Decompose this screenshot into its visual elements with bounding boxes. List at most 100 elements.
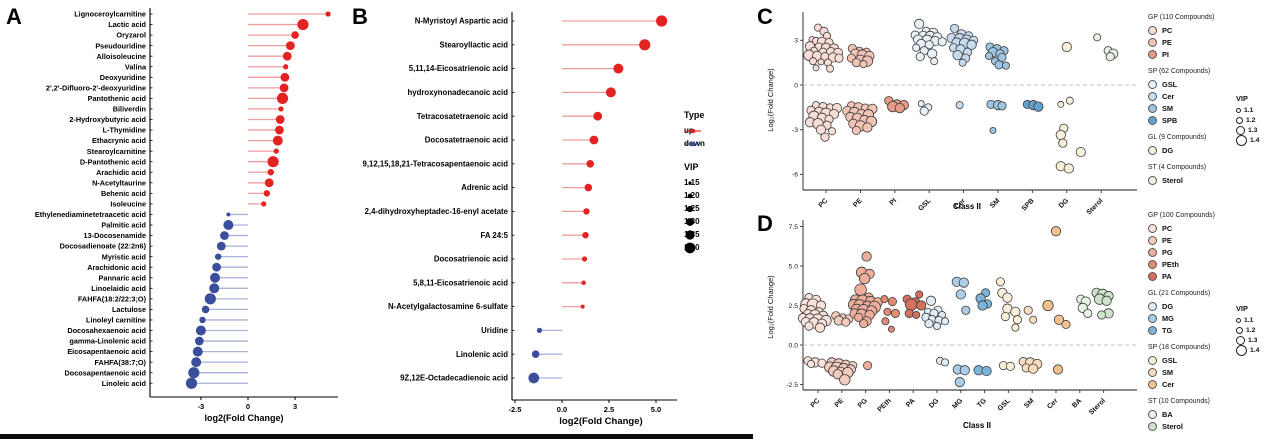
data-point — [915, 290, 924, 299]
y-tick-label: 2.5 — [789, 303, 799, 310]
compound-label: Stearoylcarnitine — [87, 147, 146, 156]
y-axis-title: Log₂(Fold Change) — [766, 68, 775, 132]
data-point — [226, 212, 231, 217]
legend-item: PI — [1148, 48, 1268, 60]
data-point — [1083, 308, 1093, 318]
legend-item: PG — [1148, 246, 1268, 258]
legend-vip-label: 1.15 — [684, 178, 700, 187]
data-point — [325, 11, 331, 17]
category-label: SM — [1023, 397, 1035, 409]
data-point — [204, 293, 216, 305]
compound-label: Uridine — [481, 326, 509, 335]
data-point — [275, 125, 284, 135]
down-marker-icon — [685, 141, 701, 146]
compound-label: Myristic acid — [102, 252, 146, 261]
category-label: PA — [905, 397, 916, 408]
data-point — [1065, 96, 1074, 105]
category-label: PG — [857, 397, 869, 409]
data-point — [1052, 364, 1064, 375]
legend-item: GSL — [1148, 354, 1268, 366]
data-point — [883, 307, 892, 316]
data-point — [264, 178, 274, 188]
data-point — [937, 37, 947, 47]
pe-swatch-icon — [1148, 235, 1157, 245]
dg-swatch-icon — [1148, 301, 1157, 311]
data-point — [261, 201, 267, 207]
legend-vip-item: 1.1 — [1236, 315, 1268, 325]
compound-label: hydroxynonadecanoic acid — [407, 88, 508, 97]
data-point — [981, 365, 992, 377]
data-point — [583, 208, 590, 215]
vip-dot-icon — [685, 229, 695, 240]
compound-label: Isoleucine — [110, 200, 146, 209]
compound-label: Pantothenic acid — [88, 94, 146, 103]
legend-vip-item: 1.1 — [1236, 105, 1268, 115]
compound-label: Ethylenediaminetetraacetic acid — [35, 210, 146, 219]
legend-item: MG — [1148, 312, 1268, 324]
data-point — [1053, 314, 1065, 325]
legend-item-label: PC — [1162, 25, 1173, 35]
data-point — [950, 23, 960, 33]
compound-label: Linoelaidic acid — [91, 284, 146, 293]
gsl-swatch-icon — [1148, 355, 1157, 365]
compound-label: Adrenic acid — [461, 183, 508, 192]
category-label: PI — [889, 197, 899, 207]
data-point — [283, 64, 289, 70]
legend-item-label: Cer — [1162, 379, 1175, 389]
data-point — [904, 298, 918, 311]
legend-group: GL (21 Compounds) DG MG TG — [1148, 290, 1268, 336]
data-point — [915, 52, 925, 62]
vip-ring-icon — [1236, 116, 1243, 124]
data-point — [1061, 41, 1072, 53]
data-point — [220, 231, 229, 240]
data-point — [914, 18, 925, 30]
data-point — [201, 305, 210, 314]
data-point — [267, 169, 274, 176]
data-point — [812, 64, 820, 72]
pc-swatch-icon — [1148, 25, 1157, 35]
data-point — [223, 220, 234, 230]
data-point — [859, 60, 868, 69]
legend-type-vip: Type updown VIP 1.15 1.201.251.301.351.40 — [684, 110, 705, 254]
peth-swatch-icon — [1148, 259, 1157, 269]
legend-group: GP (110 Compounds) PC PE PI — [1148, 14, 1268, 60]
legend-item-label: GSL — [1162, 355, 1178, 365]
data-point — [1002, 292, 1013, 303]
x-tick-label: 3 — [293, 402, 297, 411]
compound-label: N-Acetylgalactosamine 6-sulfate — [388, 302, 509, 311]
legend-item: Sterol — [1148, 420, 1268, 432]
legend-item: PE — [1148, 234, 1268, 246]
legend-group-title: SP (62 Compounds) — [1148, 68, 1211, 75]
data-point — [994, 60, 1004, 70]
compound-label: Arachidic acid — [96, 168, 146, 177]
data-point — [593, 111, 603, 121]
data-point — [894, 102, 905, 114]
panel-a-label: A — [6, 4, 22, 29]
compound-label: Docosatrienoic acid — [434, 255, 508, 264]
legend-vip-label: 1.3 — [1248, 126, 1258, 134]
x-tick-label: 0.0 — [557, 405, 567, 414]
legend-item: PE — [1148, 36, 1268, 48]
legend-vip-title: VIP — [684, 162, 699, 172]
data-point — [1063, 163, 1074, 174]
data-point — [263, 190, 271, 197]
legend-type-item: up — [684, 124, 705, 137]
panel-c-label: C — [757, 4, 773, 29]
data-point — [862, 122, 873, 133]
vip-dot-icon — [684, 242, 696, 253]
vip-dot-icon — [688, 180, 692, 185]
vip-dot-icon — [687, 193, 693, 198]
data-point — [861, 251, 872, 262]
data-point — [932, 322, 941, 331]
data-point — [1097, 310, 1107, 320]
data-point — [282, 51, 292, 61]
data-point — [887, 325, 895, 333]
legend-item-label: PA — [1162, 271, 1172, 281]
data-point — [997, 101, 1007, 111]
legend-group: GL (9 Compounds) DG — [1148, 134, 1268, 156]
legend-vip-label: 1.1 — [1244, 106, 1254, 114]
y-tick-label: -2.5 — [786, 382, 798, 389]
data-point — [216, 241, 226, 251]
vip-dot-icon — [686, 217, 694, 226]
